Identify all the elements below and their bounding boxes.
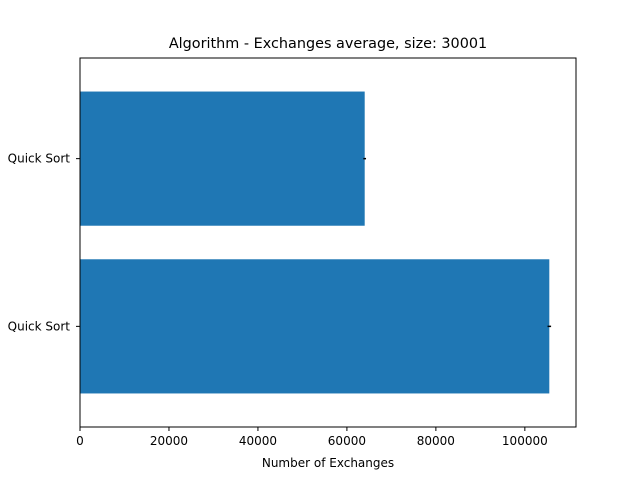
x-axis-ticks: 0 20000 40000 60000 80000 100000 <box>76 427 548 448</box>
y-axis-ticks: Quick Sort Quick Sort <box>8 152 80 333</box>
x-tick-label-2: 40000 <box>239 434 277 448</box>
x-tick-label-1: 20000 <box>150 434 188 448</box>
x-tick-label-5: 100000 <box>502 434 548 448</box>
bar-1 <box>80 259 550 394</box>
x-tick-label-4: 80000 <box>417 434 455 448</box>
y-tick-label-0: Quick Sort <box>8 152 71 166</box>
bars <box>80 91 550 394</box>
x-tick-label-3: 60000 <box>328 434 366 448</box>
chart-title: Algorithm - Exchanges average, size: 300… <box>169 36 487 52</box>
y-tick-label-1: Quick Sort <box>8 319 71 333</box>
x-axis-label: Number of Exchanges <box>262 456 394 470</box>
x-tick-label-0: 0 <box>76 434 84 448</box>
error-bars <box>363 157 552 328</box>
bar-0 <box>80 91 365 226</box>
plot-frame <box>79 57 577 428</box>
